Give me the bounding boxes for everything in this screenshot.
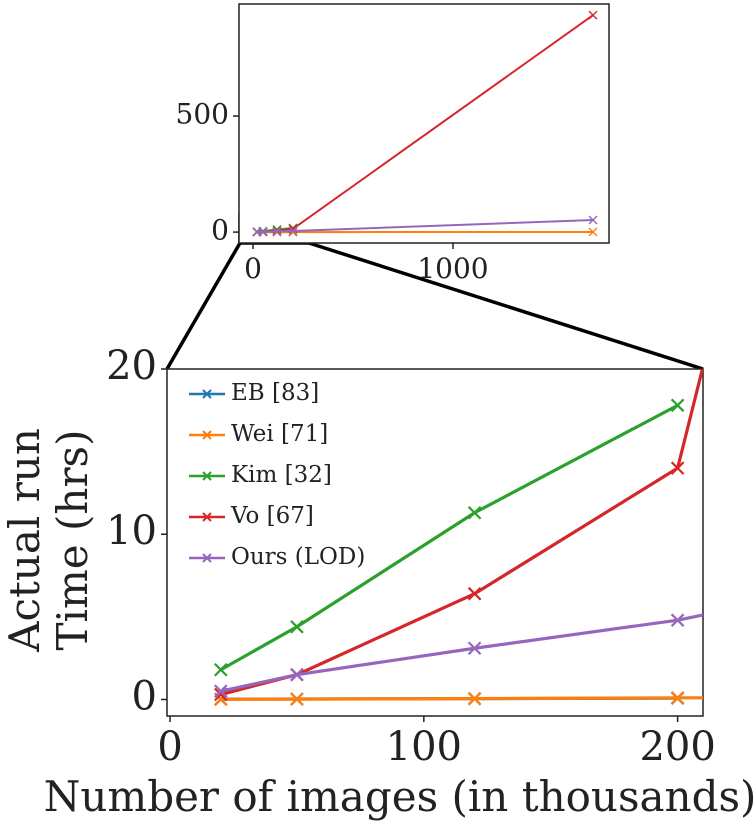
- point-marker: [290, 667, 304, 682]
- point-marker: [288, 226, 298, 236]
- series-line: [220, 403, 679, 672]
- point-marker: [467, 586, 482, 601]
- point-marker: [588, 227, 598, 237]
- point-marker: [670, 461, 685, 475]
- legend-label: EB [83]: [231, 380, 319, 406]
- y-tick-label: 10: [106, 508, 157, 554]
- point-marker: [258, 227, 268, 237]
- point-marker: [670, 691, 685, 705]
- plot-area: [238, 3, 610, 244]
- point-marker: [467, 505, 482, 520]
- point-marker: [272, 226, 282, 236]
- legend-label: Kim [32]: [231, 462, 332, 488]
- y-tick-label: 500: [176, 98, 229, 131]
- point-marker: [214, 662, 228, 677]
- plot-lines: [214, 369, 703, 707]
- y-tick-label: 0: [211, 214, 229, 247]
- y-tick-label: 20: [106, 343, 157, 389]
- y-axis-label: Time (hrs): [48, 430, 97, 651]
- legend-label: Vo [67]: [230, 503, 314, 529]
- legend-label: Wei [71]: [231, 421, 328, 447]
- plot-lines: [252, 10, 598, 237]
- x-tick-label: 1000: [417, 252, 488, 285]
- y-tick-label: 0: [132, 673, 157, 719]
- legend-marker: [202, 512, 212, 522]
- point-marker: [290, 692, 304, 706]
- point-marker: [467, 691, 482, 706]
- point-marker: [290, 619, 304, 634]
- x-tick-label: 0: [157, 724, 182, 770]
- legend-marker: [202, 430, 212, 440]
- point-marker: [670, 398, 685, 413]
- x-tick-label: 100: [386, 724, 462, 770]
- point-marker: [670, 613, 685, 627]
- y-axis-label: Actual run: [0, 428, 49, 653]
- zoom-connector: [308, 241, 704, 371]
- plot-area: [166, 368, 704, 717]
- zoom-connector: [165, 242, 242, 370]
- legend-label: Ours (LOD): [231, 544, 365, 570]
- legend-marker: [202, 389, 212, 399]
- x-tick-label: 0: [244, 252, 262, 285]
- point-marker: [467, 641, 482, 656]
- legend-marker: [202, 553, 212, 563]
- point-marker: [588, 215, 598, 225]
- point-marker: [588, 10, 598, 20]
- point-marker: [214, 684, 228, 699]
- x-tick-label: 200: [639, 724, 715, 770]
- x-axis-label: Number of images (in thousands): [44, 772, 756, 821]
- legend-marker: [202, 471, 212, 481]
